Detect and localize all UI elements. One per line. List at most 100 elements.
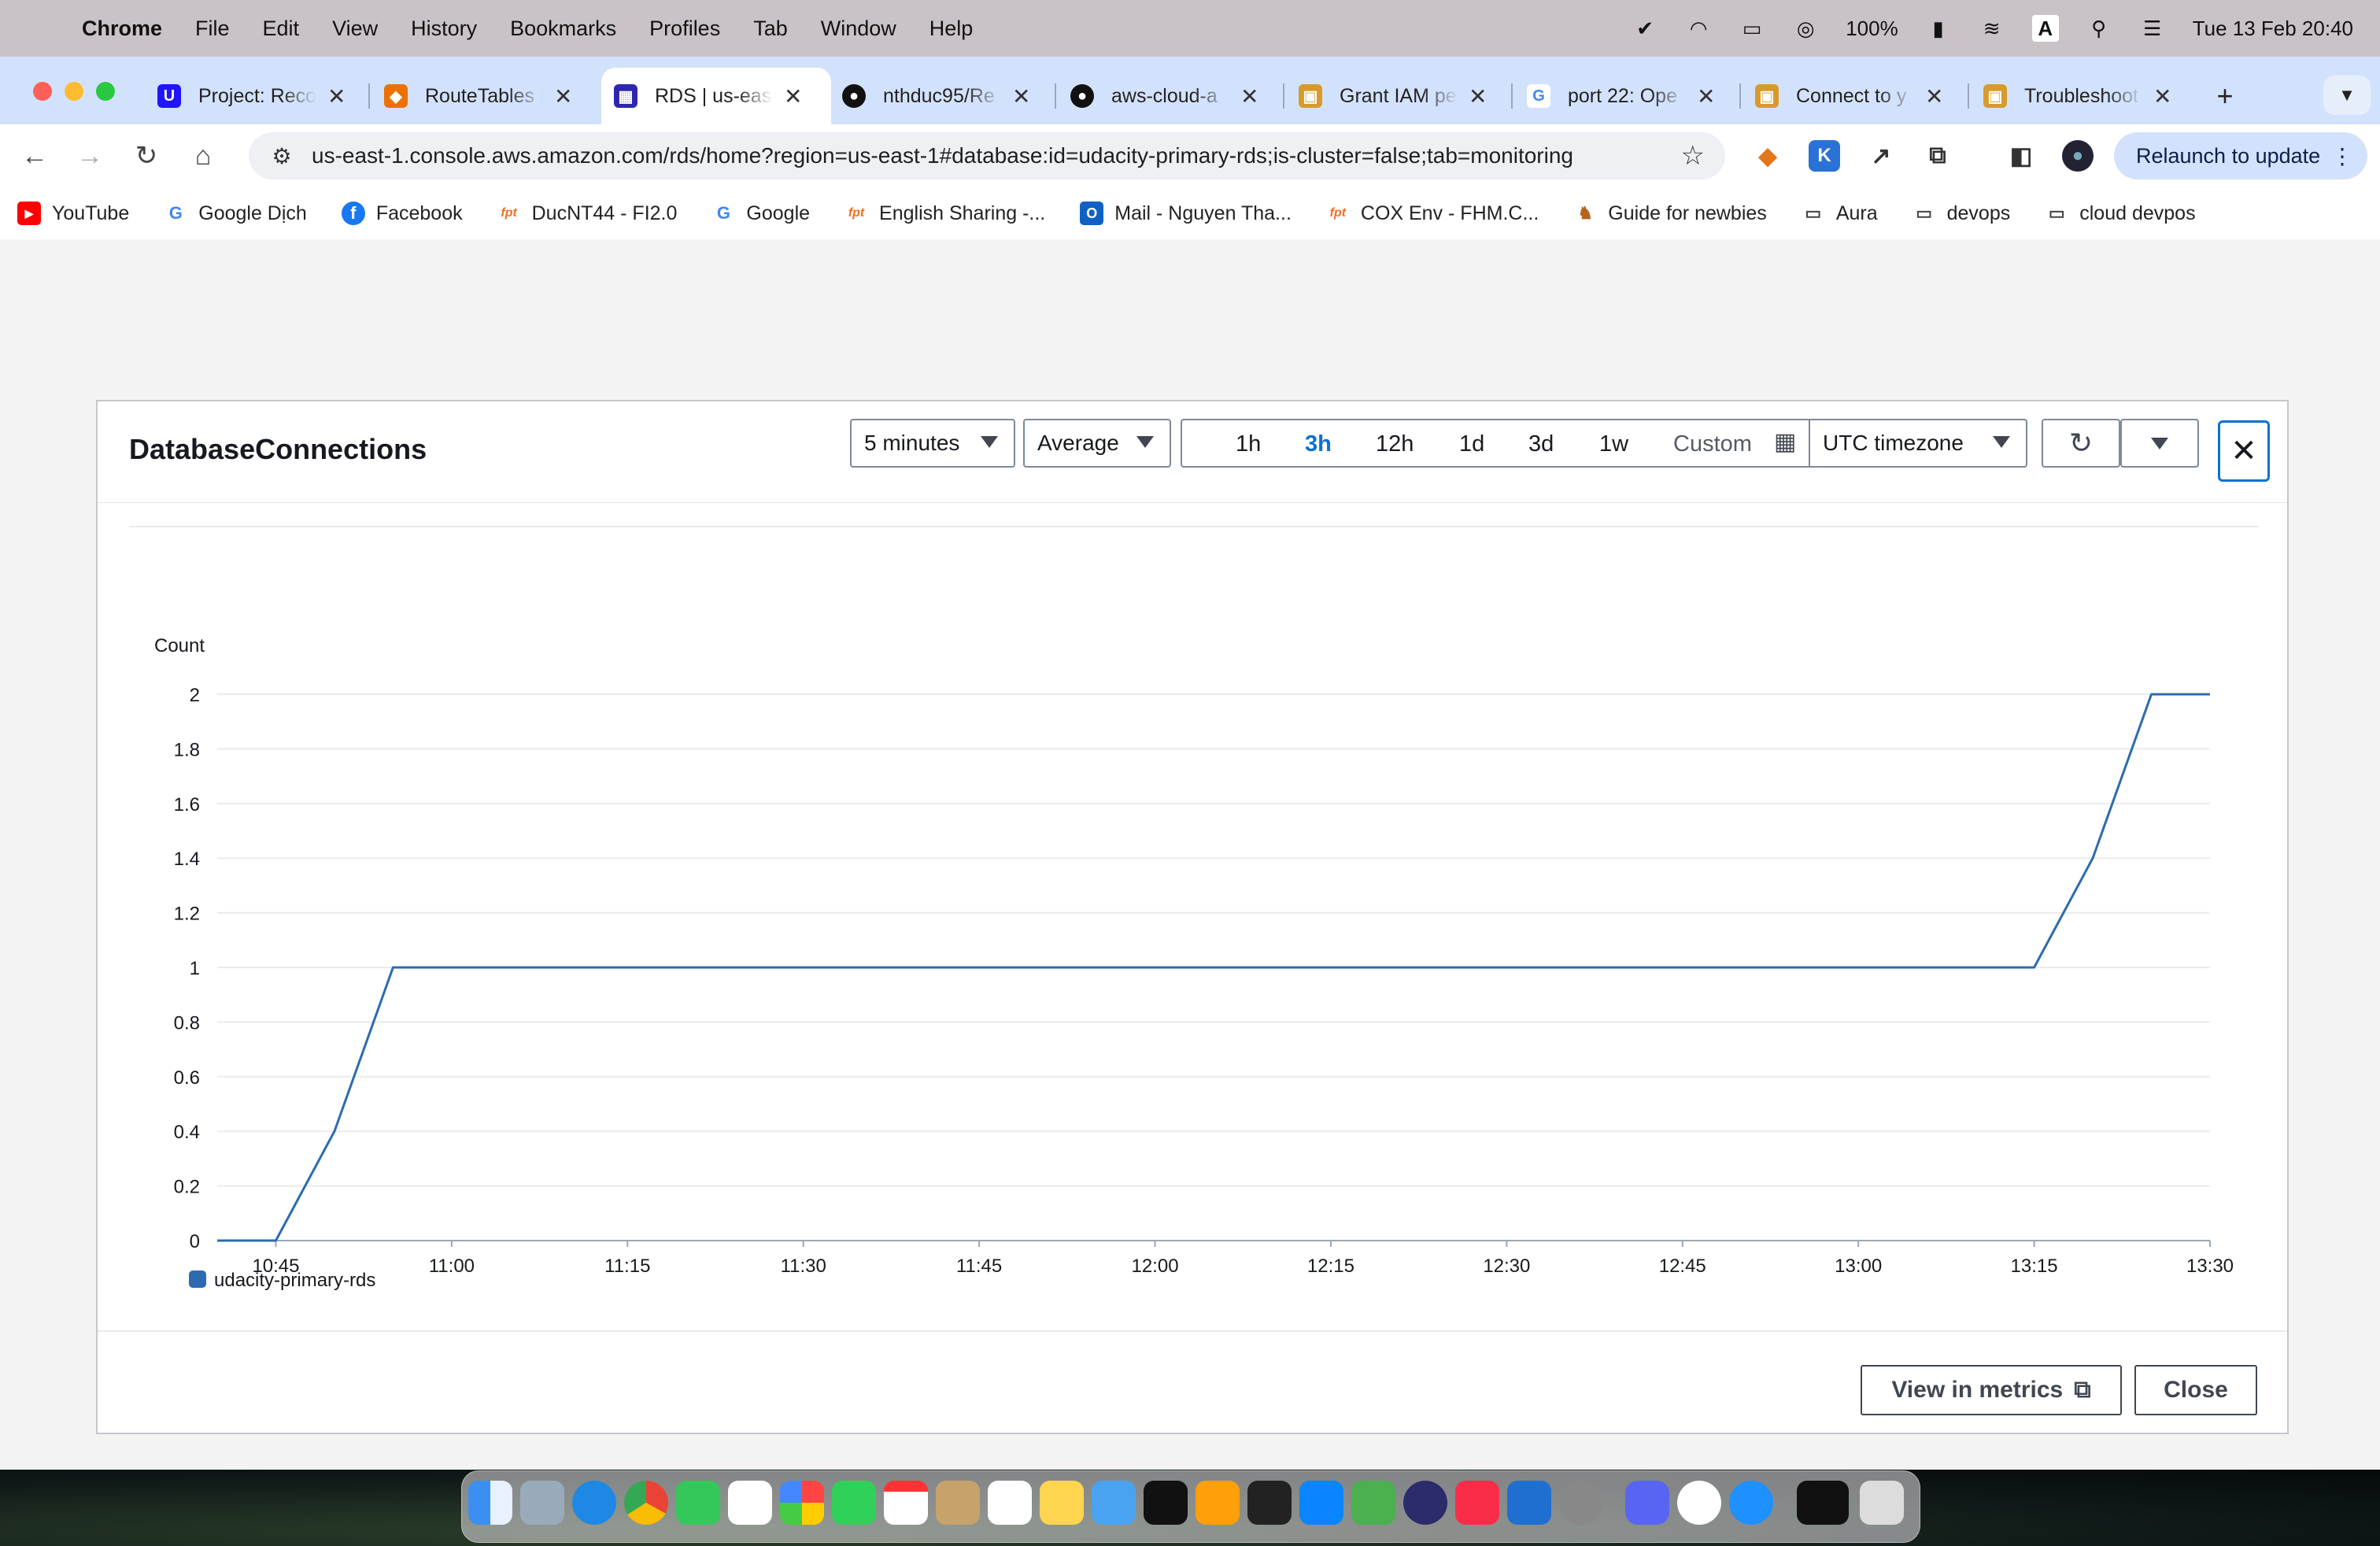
wifi-icon[interactable]: ≋ [1983,17,2001,40]
app-store-icon[interactable] [1299,1481,1343,1525]
browser-tab[interactable]: ● aws-cloud-a ✕ [1059,68,1283,124]
close-tab-icon[interactable]: ✕ [1697,83,1716,109]
menu-help[interactable]: Help [929,16,974,40]
airdrop-icon[interactable]: ◎ [1796,17,1815,40]
vscode-icon[interactable] [1507,1481,1551,1525]
k-extension-icon[interactable]: K [1809,140,1840,172]
address-bar[interactable]: ⚙ us-east-1.console.aws.amazon.com/rds/h… [249,132,1725,179]
home-icon[interactable]: ⌂ [194,141,212,171]
range-1d[interactable]: 1d [1459,431,1485,457]
trash-icon[interactable] [1860,1481,1904,1525]
calendar-icon[interactable]: ▦ [1774,429,1797,455]
refresh-options-button[interactable] [2120,419,2199,468]
bookmark-star-icon[interactable]: ☆ [1680,141,1705,171]
bookmark-folder[interactable]: ▭ cloud devpos [2045,202,2196,225]
browser-tab-active[interactable]: ▦ RDS | us-eas ✕ [601,68,831,124]
range-1w[interactable]: 1w [1599,431,1629,457]
new-tab-plus-icon[interactable]: + [2216,80,2234,112]
bookmark-item[interactable]: fpt COX Env - FHM.C... [1326,202,1539,225]
headphones-icon[interactable]: ◠ [1689,17,1708,40]
side-panel-icon[interactable]: ◧ [2009,142,2033,169]
menu-bookmarks[interactable]: Bookmarks [510,16,617,40]
browser-tab[interactable]: G port 22: Ope ✕ [1516,68,1739,124]
menu-window[interactable]: Window [820,16,896,40]
terminal-icon[interactable] [1247,1481,1292,1525]
statistic-select[interactable]: Average [1023,419,1171,468]
browser-tab[interactable]: ▣ Grant IAM pe ✕ [1288,68,1511,124]
range-3d[interactable]: 3d [1528,431,1554,457]
control-center-icon[interactable]: ☰ [2143,17,2162,40]
messages-icon[interactable] [676,1481,720,1525]
close-tab-icon[interactable]: ✕ [784,83,803,109]
menu-profiles[interactable]: Profiles [649,16,721,40]
display-icon[interactable]: ▭ [1742,17,1762,40]
bookmark-item[interactable]: ▶ YouTube [17,202,129,225]
relaunch-to-update-button[interactable]: Relaunch to update ⋮ [2114,132,2367,179]
browser-tab[interactable]: ▣ Connect to y ✕ [1744,68,1968,124]
close-window-button[interactable] [33,82,52,101]
range-12h[interactable]: 12h [1376,431,1414,457]
pages-icon[interactable] [1196,1481,1240,1525]
close-tab-icon[interactable]: ✕ [1925,83,1944,109]
system-settings-icon[interactable] [1559,1481,1603,1525]
apple-tv-icon[interactable] [1144,1481,1188,1525]
menu-file[interactable]: File [195,16,230,40]
spotlight-search-icon[interactable]: ⚲ [2091,17,2107,40]
close-tab-icon[interactable]: ✕ [1469,83,1488,109]
launchpad-icon[interactable] [520,1481,564,1525]
bookmark-folder[interactable]: ▭ devops [1913,202,2010,225]
minimize-window-button[interactable] [65,82,83,101]
bookmark-item[interactable]: fpt DucNT44 - FI2.0 [497,202,677,225]
menu-view[interactable]: View [332,16,379,40]
close-button[interactable]: Close [2134,1365,2257,1415]
mail-icon[interactable] [1092,1481,1136,1525]
finder-icon[interactable] [468,1481,512,1525]
facetime-icon[interactable] [832,1481,876,1525]
close-tab-icon[interactable]: ✕ [327,83,346,109]
clock[interactable]: Tue 13 Feb 20:40 [2192,16,2353,40]
bookmark-item[interactable]: fpt English Sharing -... [844,202,1045,225]
music-icon[interactable] [1455,1481,1499,1525]
close-tab-icon[interactable]: ✕ [1012,83,1031,109]
view-in-metrics-button[interactable]: View in metrics ⧉ [1861,1365,2122,1415]
skype-icon[interactable] [1729,1481,1773,1525]
browser-tab[interactable]: ● nthduc95/Re ✕ [831,68,1055,124]
timezone-select[interactable]: UTC timezone [1809,419,2027,468]
input-source-icon[interactable]: A [2031,15,2059,42]
reminders-icon[interactable] [988,1481,1032,1525]
calendar-app-icon[interactable] [884,1481,928,1525]
contacts-icon[interactable] [936,1481,980,1525]
menu-app-name[interactable]: Chrome [82,16,163,40]
open-external-icon[interactable]: ↗ [1871,142,1891,169]
battery-icon[interactable]: ▮ [1932,17,1944,40]
safari-icon[interactable] [572,1481,616,1525]
browser-tab[interactable]: U Project: Reco ✕ [145,68,370,124]
bookmark-item[interactable]: O Mail - Nguyen Tha... [1080,202,1292,225]
forward-arrow-icon[interactable]: → [76,141,103,171]
tab-search-chevron-icon[interactable]: ▼ [2323,76,2371,115]
close-tab-icon[interactable]: ✕ [2153,83,2172,109]
close-tab-icon[interactable]: ✕ [554,83,573,109]
bookmark-item[interactable]: ♞ Guide for newbies [1573,202,1766,225]
reload-icon[interactable]: ↻ [135,141,158,171]
menu-history[interactable]: History [411,16,478,40]
close-tab-icon[interactable]: ✕ [1240,83,1259,109]
discord-icon[interactable] [1625,1481,1669,1525]
site-info-icon[interactable]: ⚙ [272,143,292,168]
range-3h[interactable]: 3h [1305,431,1332,457]
profile-avatar[interactable]: ● [2062,140,2094,172]
range-custom[interactable]: Custom [1673,431,1752,457]
bookmark-folder[interactable]: ▭ Aura [1802,202,1877,225]
browser-tab[interactable]: ▣ Troubleshoot ✕ [1972,68,2196,124]
chrome-icon[interactable] [624,1481,668,1525]
browser-tab[interactable]: ◆ RouteTables | ✕ [373,68,597,124]
postman-icon[interactable] [1677,1481,1721,1525]
range-1h[interactable]: 1h [1236,431,1262,457]
photos-icon[interactable] [780,1481,824,1525]
cloud-app-icon[interactable] [1351,1481,1395,1525]
close-modal-button[interactable]: ✕ [2218,420,2270,482]
terminal-window-icon[interactable] [1797,1481,1849,1525]
notes-icon[interactable] [1040,1481,1084,1525]
maps-icon[interactable] [728,1481,772,1525]
metamask-extension-icon[interactable]: ◆ [1758,142,1777,169]
